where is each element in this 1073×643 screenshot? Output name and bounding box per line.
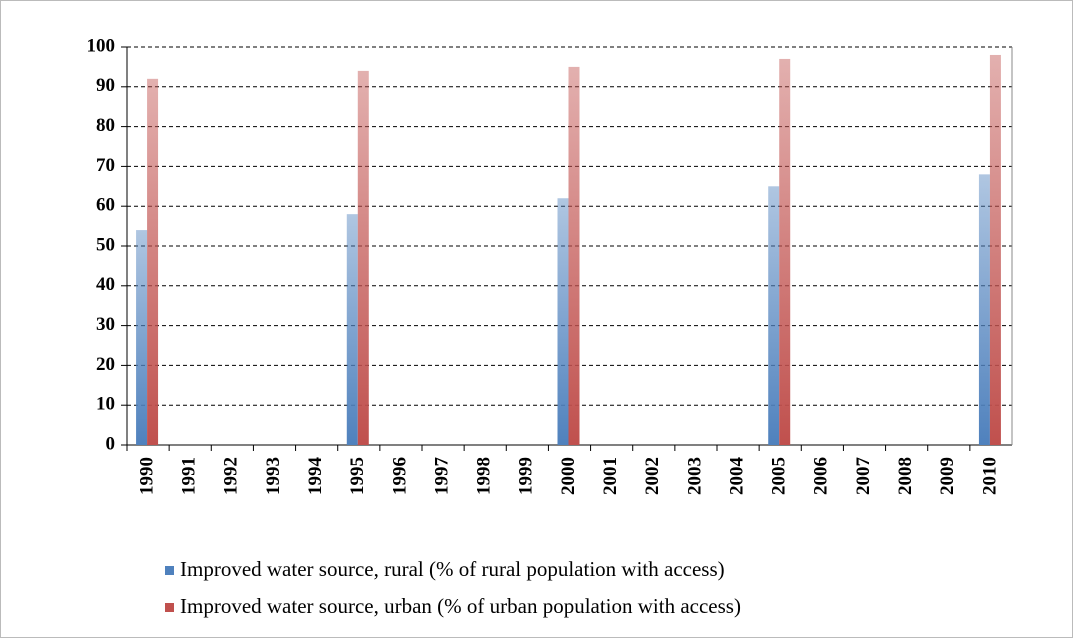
x-tick-label: 1992 [221,457,242,495]
x-tick-label: 2004 [726,457,747,496]
bar [346,214,358,445]
x-tick-label: 1999 [516,457,537,495]
x-tick-label: 2000 [558,457,579,495]
x-tick-label: 1991 [179,457,200,495]
x-tick-label: 2005 [769,457,790,495]
bar [136,230,148,445]
y-tick-label: 0 [106,433,116,454]
x-tick-label: 2001 [600,457,621,495]
bar [147,78,159,445]
x-tick-label: 2010 [979,457,1000,495]
x-tick-label: 2002 [642,457,663,495]
x-tick-label: 1990 [136,457,157,495]
bar [357,70,369,445]
bar [768,186,780,446]
x-tick-label: 2007 [853,457,874,496]
y-tick-label: 50 [96,234,115,255]
x-tick-label: 1998 [474,457,495,495]
y-tick-label: 90 [96,75,115,96]
x-tick-label: 2009 [937,457,958,495]
y-tick-label: 80 [96,115,115,136]
y-tick-label: 10 [96,394,115,415]
legend-label: Improved water source, urban (% of urban… [180,594,741,618]
y-tick-label: 100 [87,35,116,56]
legend-swatch [165,603,174,612]
x-tick-label: 1995 [347,457,368,495]
y-tick-label: 20 [96,354,115,375]
bar [557,198,569,445]
legend-label: Improved water source, rural (% of rural… [180,557,725,581]
x-tick-label: 2006 [811,457,832,495]
y-tick-label: 60 [96,195,115,216]
x-tick-label: 2008 [895,457,916,495]
bar [779,58,791,445]
x-tick-label: 2003 [684,457,705,495]
x-tick-label: 1994 [305,457,326,496]
x-tick-label: 1996 [389,457,410,495]
y-tick-label: 70 [96,155,115,176]
legend-swatch [165,566,174,575]
y-tick-label: 30 [96,314,115,335]
x-tick-label: 1997 [431,457,452,496]
bar [978,174,990,446]
y-tick-label: 40 [96,274,115,295]
x-tick-label: 1993 [263,457,284,495]
bar [568,66,580,446]
bar [989,54,1001,446]
